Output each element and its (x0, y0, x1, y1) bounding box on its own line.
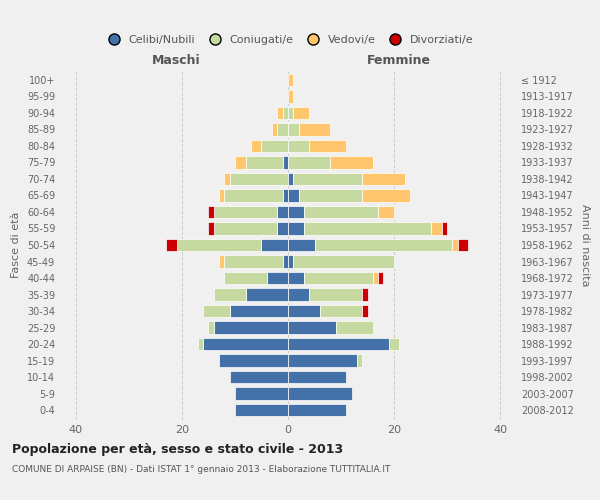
Bar (309, 288, 362, 300)
Bar (314, 239, 452, 251)
Bar (458, 239, 468, 251)
Bar (208, 206, 214, 218)
Y-axis label: Anni di nascita: Anni di nascita (580, 204, 590, 286)
Bar (277, 123, 288, 136)
Bar (272, 123, 277, 136)
Bar (304, 206, 378, 218)
Bar (288, 140, 309, 152)
Bar (320, 305, 362, 317)
Bar (362, 305, 368, 317)
Bar (214, 206, 277, 218)
Bar (251, 140, 262, 152)
Bar (262, 140, 288, 152)
Bar (208, 222, 214, 234)
Bar (235, 388, 288, 400)
Bar (267, 272, 288, 284)
Bar (288, 371, 346, 384)
Bar (198, 338, 203, 350)
Bar (299, 123, 331, 136)
Bar (288, 239, 314, 251)
Bar (203, 305, 230, 317)
Bar (219, 354, 288, 367)
Bar (288, 354, 357, 367)
Bar (293, 173, 362, 185)
Bar (362, 173, 404, 185)
Bar (288, 388, 352, 400)
Bar (283, 106, 288, 119)
Bar (309, 140, 346, 152)
Bar (288, 173, 293, 185)
Bar (203, 338, 288, 350)
Bar (277, 206, 288, 218)
Bar (288, 106, 293, 119)
Bar (288, 404, 346, 416)
Y-axis label: Fasce di età: Fasce di età (11, 212, 21, 278)
Bar (288, 338, 389, 350)
Bar (283, 190, 288, 202)
Bar (389, 338, 400, 350)
Bar (299, 190, 362, 202)
Bar (288, 206, 304, 218)
Text: Maschi: Maschi (152, 54, 201, 66)
Bar (336, 322, 373, 334)
Bar (283, 156, 288, 168)
Bar (288, 156, 331, 168)
Bar (224, 190, 283, 202)
Bar (288, 222, 304, 234)
Bar (245, 288, 288, 300)
Bar (224, 256, 283, 268)
Bar (288, 288, 309, 300)
Bar (230, 305, 288, 317)
Bar (378, 206, 394, 218)
Bar (245, 156, 283, 168)
Bar (219, 256, 224, 268)
Bar (362, 288, 368, 300)
Bar (452, 239, 458, 251)
Bar (224, 173, 230, 185)
Bar (219, 190, 224, 202)
Bar (288, 123, 299, 136)
Bar (176, 239, 262, 251)
Bar (288, 190, 299, 202)
Text: Popolazione per età, sesso e stato civile - 2013: Popolazione per età, sesso e stato civil… (12, 442, 343, 456)
Legend: Celibi/Nubili, Coniugati/e, Vedovi/e, Divorziati/e: Celibi/Nubili, Coniugati/e, Vedovi/e, Di… (98, 30, 478, 49)
Bar (304, 222, 431, 234)
Bar (331, 156, 373, 168)
Bar (357, 354, 362, 367)
Bar (166, 239, 176, 251)
Bar (214, 288, 245, 300)
Bar (288, 74, 293, 86)
Bar (277, 222, 288, 234)
Bar (304, 272, 373, 284)
Text: Femmine: Femmine (367, 54, 431, 66)
Bar (224, 272, 267, 284)
Bar (293, 256, 394, 268)
Bar (378, 272, 383, 284)
Text: COMUNE DI ARPAISE (BN) - Dati ISTAT 1° gennaio 2013 - Elaborazione TUTTITALIA.IT: COMUNE DI ARPAISE (BN) - Dati ISTAT 1° g… (12, 465, 391, 474)
Bar (214, 222, 277, 234)
Bar (283, 256, 288, 268)
Bar (214, 322, 288, 334)
Bar (288, 90, 293, 102)
Bar (230, 371, 288, 384)
Bar (288, 322, 336, 334)
Bar (362, 190, 410, 202)
Bar (288, 272, 304, 284)
Bar (230, 173, 288, 185)
Bar (373, 272, 378, 284)
Bar (288, 305, 320, 317)
Bar (235, 156, 245, 168)
Bar (208, 322, 214, 334)
Bar (235, 404, 288, 416)
Bar (277, 106, 283, 119)
Bar (262, 239, 288, 251)
Bar (431, 222, 442, 234)
Bar (293, 106, 309, 119)
Bar (442, 222, 447, 234)
Bar (288, 256, 293, 268)
